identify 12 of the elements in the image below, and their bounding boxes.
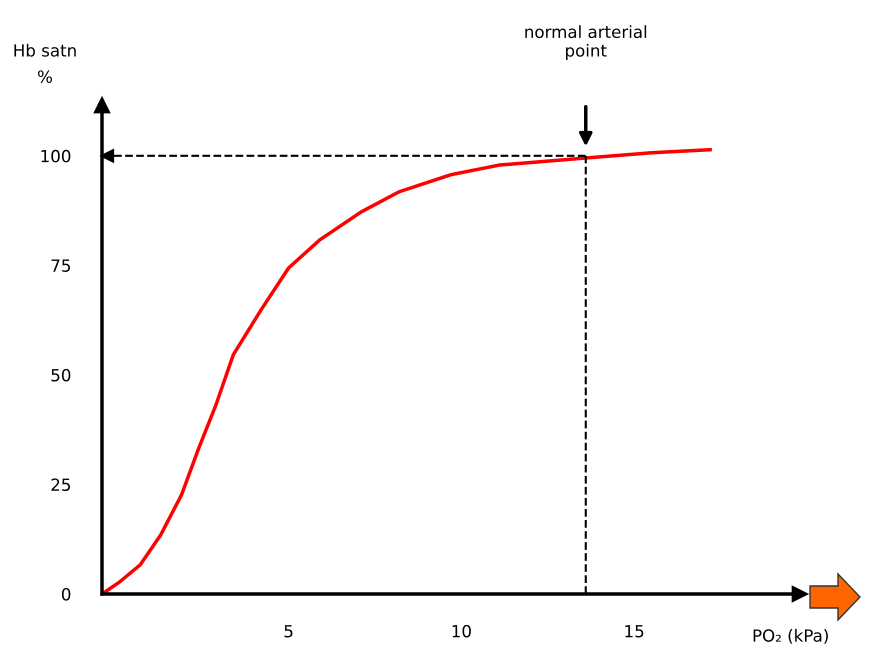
x-tick-label: 15 xyxy=(625,625,644,638)
y-axis-title: Hb satn % xyxy=(14,44,76,83)
line-series xyxy=(102,148,712,594)
y-tick-label: 50 xyxy=(52,368,70,382)
x-tick-label: 10 xyxy=(452,624,471,638)
y-tick-label: 100 xyxy=(41,150,70,162)
y-tick-label: 25 xyxy=(51,478,70,492)
x-axis-title: PO₂ (kPa) xyxy=(754,628,828,644)
y-tick-label: 0 xyxy=(62,588,70,601)
text: normal arterial point xyxy=(525,25,646,60)
y-tick-label: 75 xyxy=(52,260,70,272)
x-tick-label: 5 xyxy=(284,625,292,638)
